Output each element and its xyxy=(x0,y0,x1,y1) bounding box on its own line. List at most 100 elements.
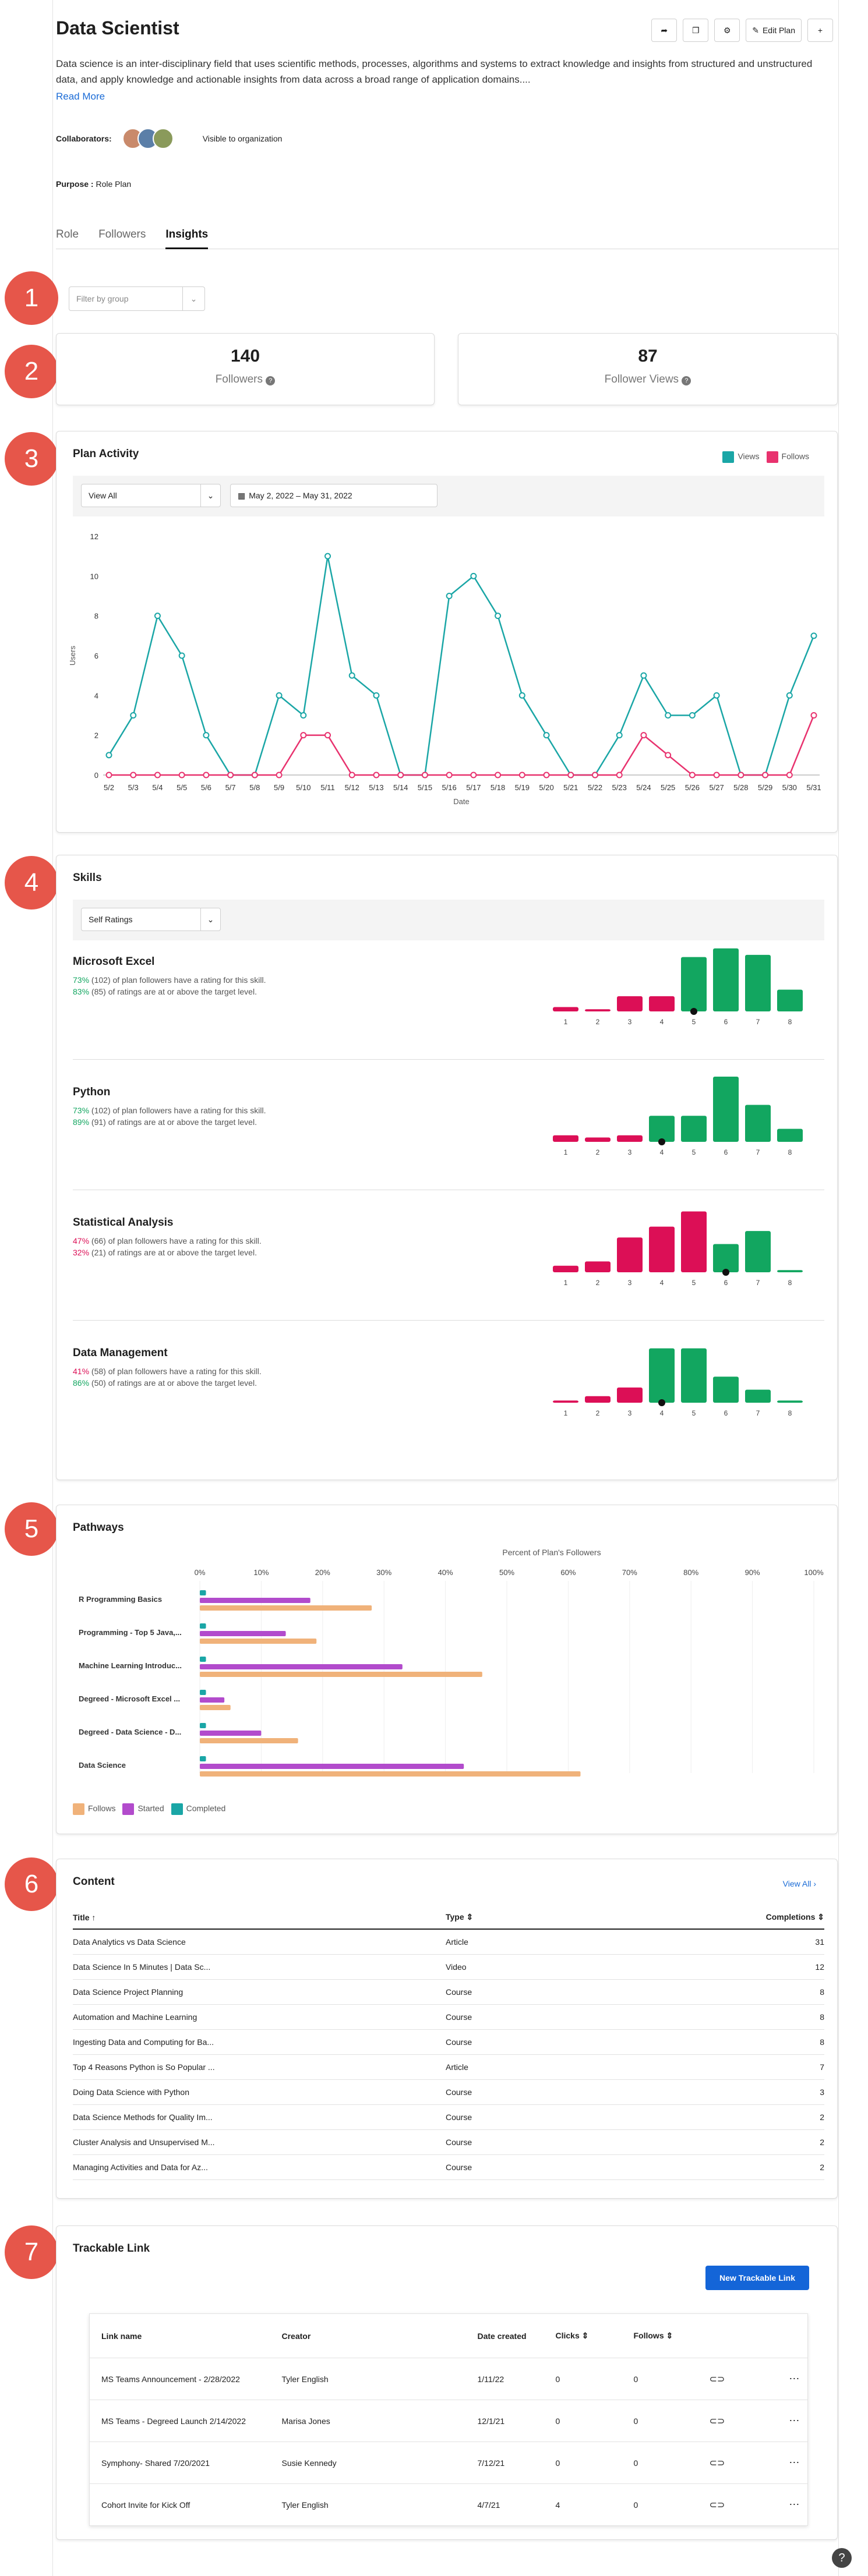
table-row[interactable]: Data Science Project Planning Course 8 xyxy=(73,1979,824,2005)
avatar[interactable] xyxy=(152,128,174,149)
table-row: Symphony- Shared 7/20/2021 Susie Kennedy 7… xyxy=(89,2441,808,2484)
data-point xyxy=(373,772,380,779)
view-all-link[interactable]: View All › xyxy=(782,1879,816,1888)
group-filter-select[interactable]: Filter by group ⌄ xyxy=(69,286,205,311)
link-copy-icon[interactable]: ⊂⊃ xyxy=(709,2458,725,2468)
follows-swatch xyxy=(73,1803,84,1815)
data-point xyxy=(810,632,817,639)
content-title-cell[interactable]: Ingesting Data and Computing for Ba... xyxy=(73,2029,446,2055)
skill-stat-text: (21) of ratings are at or above the targ… xyxy=(89,1248,257,1257)
content-completions-cell: 3 xyxy=(690,2079,824,2105)
content-title-cell[interactable]: Doing Data Science with Python xyxy=(73,2079,446,2105)
info-icon[interactable]: ? xyxy=(266,376,276,385)
link-copy-icon[interactable]: ⊂⊃ xyxy=(709,2500,725,2510)
col-completions[interactable]: Completions ⇕ xyxy=(690,1906,824,1930)
more-options-icon[interactable]: ⋯ xyxy=(789,2415,800,2426)
rating-bar xyxy=(681,1348,707,1403)
table-row[interactable]: Data Science In 5 Minutes | Data Sc... Vi… xyxy=(73,1954,824,1980)
read-more-link[interactable]: Read More xyxy=(56,91,105,102)
views-swatch xyxy=(722,451,735,463)
avatar-group[interactable] xyxy=(122,128,174,149)
link-copy-icon[interactable]: ⊂⊃ xyxy=(709,2375,725,2384)
table-row[interactable]: Ingesting Data and Computing for Ba... Co… xyxy=(73,2029,824,2055)
rating-tick-label: 1 xyxy=(564,1018,568,1026)
x-axis-label: Date xyxy=(453,797,469,806)
legend-completed[interactable]: Completed xyxy=(171,1803,225,1815)
skill-stat-pct: 73% xyxy=(73,1106,90,1115)
add-button[interactable]: + xyxy=(807,19,833,42)
rating-tick-label: 8 xyxy=(788,1148,792,1156)
rating-bar xyxy=(553,1135,578,1142)
y-tick-label: 2 xyxy=(94,731,98,740)
help-button[interactable]: ? xyxy=(832,2548,852,2568)
legend-follows[interactable]: Follows xyxy=(73,1803,115,1815)
settings-button[interactable]: ⚙ xyxy=(714,19,740,42)
gear-icon: ⚙ xyxy=(723,25,731,35)
rating-bar xyxy=(553,1265,578,1272)
step-marker: 7 xyxy=(5,2225,58,2279)
content-title-cell[interactable]: Data Science In 5 Minutes | Data Sc... xyxy=(73,1954,446,1980)
view-select[interactable]: View All ⌄ xyxy=(81,484,221,507)
table-row[interactable]: Automation and Machine Learning Course 8 xyxy=(73,2004,824,2030)
link-header-row: Link name Creator Date created Clicks ⇕ … xyxy=(89,2313,808,2358)
more-options-icon[interactable]: ⋯ xyxy=(789,2373,800,2384)
content-title-cell[interactable]: Cluster Analysis and Unsupervised M... xyxy=(73,2129,446,2155)
trackable-link-table: Link name Creator Date created Clicks ⇕ … xyxy=(89,2313,808,2526)
follows-cell: 0 xyxy=(622,2358,698,2400)
table-row[interactable]: Data Analytics vs Data Science Article 31 xyxy=(73,1929,824,1955)
pathways-chart: Percent of Plan's Followers 0% 10% 20% 30% 40… xyxy=(79,1548,824,1777)
rating-bar xyxy=(649,1116,675,1142)
creator-cell: Tyler English xyxy=(270,2483,466,2526)
row-actions: ⊂⊃ ⋯ xyxy=(697,2441,808,2484)
more-options-icon[interactable]: ⋯ xyxy=(789,2457,800,2468)
x-tick-label: 5/26 xyxy=(685,783,700,792)
col-follows[interactable]: Follows ⇕ xyxy=(622,2313,698,2358)
table-row[interactable]: Top 4 Reasons Python is So Popular ... Ar… xyxy=(73,2054,824,2080)
data-point xyxy=(227,772,234,779)
skill-stat: 83% (85) of ratings are at or above the … xyxy=(73,987,257,996)
legend-started[interactable]: Started xyxy=(122,1803,164,1815)
legend-started-label: Started xyxy=(137,1803,164,1813)
content-table: Title ↑ Type ⇕ Completions ⇕ Data Analyt… xyxy=(73,1906,824,2180)
rating-type-select[interactable]: Self Ratings ⌄ xyxy=(81,908,221,931)
divider xyxy=(73,1320,824,1321)
share-button[interactable]: ➦ xyxy=(651,19,678,42)
pathways-legend: Follows Started Completed xyxy=(73,1803,225,1815)
tab-followers[interactable]: Followers xyxy=(98,228,146,240)
tab-role[interactable]: Role xyxy=(56,228,79,240)
content-title-cell[interactable]: Automation and Machine Learning xyxy=(73,2004,446,2030)
rating-bar xyxy=(745,954,771,1011)
more-options-icon[interactable]: ⋯ xyxy=(789,2499,800,2510)
content-title-cell[interactable]: Top 4 Reasons Python is So Popular ... xyxy=(73,2054,446,2080)
col-type[interactable]: Type ⇕ xyxy=(446,1906,690,1930)
legend-views[interactable]: Views xyxy=(722,451,760,463)
y-tick-label: 10 xyxy=(90,572,98,581)
col-clicks[interactable]: Clicks ⇕ xyxy=(544,2313,622,2358)
rating-bar xyxy=(617,1387,643,1403)
content-title-cell[interactable]: Data Science Methods for Quality Im... xyxy=(73,2104,446,2130)
edit-plan-button[interactable]: ✎ Edit Plan xyxy=(746,19,802,42)
content-title-cell[interactable]: Managing Activities and Data for Az... xyxy=(73,2154,446,2180)
col-title[interactable]: Title ↑ xyxy=(73,1906,446,1930)
legend-follows[interactable]: Follows xyxy=(766,451,809,463)
tab-insights[interactable]: Insights xyxy=(165,228,209,249)
skill-stat: 73% (102) of plan followers have a ratin… xyxy=(73,975,266,985)
date-range-picker[interactable]: ▦ May 2, 2022 – May 31, 2022 xyxy=(230,484,437,507)
collaborators-row: Collaborators: Visible to organization xyxy=(56,128,282,149)
content-title-cell[interactable]: Data Science Project Planning xyxy=(73,1979,446,2005)
table-row[interactable]: Data Science Methods for Quality Im... Co… xyxy=(73,2104,824,2130)
info-icon[interactable]: ? xyxy=(682,376,691,385)
data-point xyxy=(640,732,647,739)
table-row[interactable]: Managing Activities and Data for Az... Co… xyxy=(73,2154,824,2180)
table-row[interactable]: Doing Data Science with Python Course 3 xyxy=(73,2079,824,2105)
new-trackable-link-button[interactable]: New Trackable Link xyxy=(705,2266,809,2290)
step-marker: 2 xyxy=(5,345,58,398)
rating-tick-label: 6 xyxy=(724,1148,728,1156)
content-title-cell[interactable]: Data Analytics vs Data Science xyxy=(73,1929,446,1955)
rating-tick-label: 1 xyxy=(564,1148,568,1156)
table-row[interactable]: Cluster Analysis and Unsupervised M... Co… xyxy=(73,2129,824,2155)
rating-tick-label: 7 xyxy=(756,1018,760,1026)
group-filter-placeholder: Filter by group xyxy=(76,294,129,303)
link-copy-icon[interactable]: ⊂⊃ xyxy=(709,2416,725,2426)
copy-button[interactable]: ❐ xyxy=(683,19,709,42)
